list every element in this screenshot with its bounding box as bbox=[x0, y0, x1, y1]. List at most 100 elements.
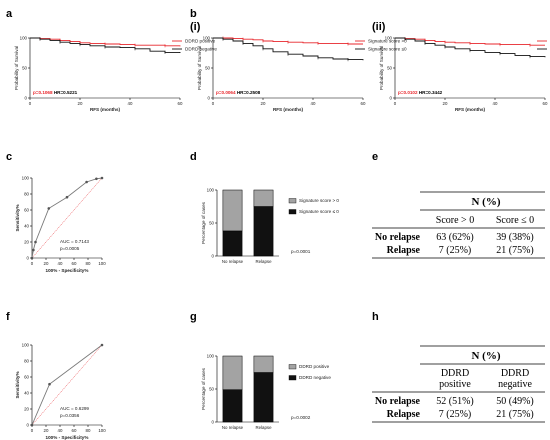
table-header-h: N (%) bbox=[471, 350, 500, 362]
roc-point-f bbox=[30, 423, 34, 427]
roc-point-f bbox=[48, 382, 51, 386]
x-tick-label-f: 40 bbox=[58, 428, 63, 433]
bar-g-0-1 bbox=[222, 355, 243, 390]
x-tick-label-bi: 40 bbox=[311, 101, 316, 106]
panel-label-b-ii: (ii) bbox=[372, 21, 386, 33]
stat-annotation-bii: p=0.0102 HR=0.3442 bbox=[398, 90, 443, 95]
table-row-label-h-0: No relapse bbox=[375, 396, 421, 407]
legend-swatch-d-1 bbox=[288, 209, 297, 215]
x-tick-label-a: 40 bbox=[128, 101, 133, 106]
y-axis-label-a: Probability of Survival bbox=[14, 46, 19, 90]
x-tick-label-c: 80 bbox=[86, 261, 91, 266]
panel-letter-c: c bbox=[6, 151, 12, 163]
y-tick-label-g: 0 bbox=[212, 420, 215, 425]
y-tick-label-g: 100 bbox=[207, 354, 215, 359]
x-tick-label-bii: 20 bbox=[443, 101, 448, 106]
panel-letter-a: a bbox=[6, 8, 13, 20]
table-column-h-0-1: positive bbox=[439, 379, 471, 390]
table-column-h-0-0: DDRD bbox=[441, 368, 469, 379]
y-tick-label-d: 100 bbox=[207, 188, 215, 193]
category-label-d: Relapse bbox=[255, 259, 272, 264]
x-tick-label-f: 100 bbox=[98, 428, 106, 433]
legend-label-d-0: Signature score > 0 bbox=[299, 198, 339, 203]
roc-point-c bbox=[85, 180, 88, 184]
y-tick-label-c: 20 bbox=[24, 240, 29, 245]
panel-letter-f: f bbox=[6, 311, 10, 323]
category-label-g: No relapse bbox=[222, 425, 244, 430]
legend-label-g-0: DDRD positive bbox=[299, 364, 330, 369]
y-axis-label-bi: Probability of Survival bbox=[197, 46, 202, 90]
category-label-g: Relapse bbox=[255, 425, 272, 430]
roc-point-c bbox=[34, 240, 37, 244]
table-cell-e-1-0: 7 (25%) bbox=[439, 245, 472, 256]
panel-label-b-i: (i) bbox=[190, 21, 201, 33]
table-cell-h-0-1: 50 (49%) bbox=[496, 396, 534, 407]
x-tick-label-bi: 0 bbox=[212, 101, 215, 106]
x-tick-label-c: 100 bbox=[98, 261, 106, 266]
roc-point-c bbox=[47, 207, 51, 210]
x-tick-label-c: 20 bbox=[44, 261, 49, 266]
panel-letter-g: g bbox=[190, 311, 197, 323]
y-tick-label-f: 20 bbox=[24, 407, 29, 412]
legend-swatch-g-0 bbox=[288, 364, 297, 370]
y-axis-label-d: Percentage of cases bbox=[201, 201, 206, 244]
y-tick-label-a: 100 bbox=[20, 36, 28, 41]
p-value-bi: p=0.0064 bbox=[216, 90, 236, 95]
table-cell-e-0-0: 63 (62%) bbox=[436, 232, 474, 243]
panel-letter-d: d bbox=[190, 151, 197, 163]
km-curve-a-1 bbox=[30, 37, 181, 53]
table-cell-e-1-1: 21 (75%) bbox=[496, 245, 534, 256]
x-tick-label-bi: 20 bbox=[261, 101, 266, 106]
y-tick-label-d: 50 bbox=[209, 221, 214, 226]
roc-point-c bbox=[100, 176, 104, 180]
x-tick-label-f: 80 bbox=[86, 428, 91, 433]
roc-point-c bbox=[65, 195, 69, 199]
chance-diagonal-c bbox=[31, 177, 103, 259]
km-curve-bi-1 bbox=[213, 37, 364, 61]
y-axis-label-bii: Probability of Survival bbox=[379, 46, 384, 90]
y-tick-label-f: 100 bbox=[22, 343, 30, 348]
hazard-ratio-bi: HR=0.2508 bbox=[236, 90, 261, 95]
p-value-bii: p=0.0102 bbox=[398, 90, 418, 95]
y-tick-label-f: 0 bbox=[27, 423, 30, 428]
panel-letter-b: b bbox=[190, 8, 197, 20]
bar-g-0-0 bbox=[222, 389, 243, 423]
table-cell-e-0-1: 39 (38%) bbox=[496, 232, 534, 243]
km-curve-bii-1 bbox=[395, 37, 546, 58]
x-axis-label-a: RFS (months) bbox=[90, 107, 121, 112]
x-tick-label-a: 0 bbox=[29, 101, 32, 106]
x-tick-label-f: 0 bbox=[31, 428, 34, 433]
legend-label-a-1: DDRD negative bbox=[185, 47, 217, 52]
y-tick-label-c: 0 bbox=[27, 256, 30, 261]
y-tick-label-bii: 100 bbox=[385, 36, 393, 41]
table-row-label-e-1: Relapse bbox=[387, 245, 421, 256]
x-axis-label-bii: RFS (months) bbox=[455, 107, 486, 112]
bar-g-1-1 bbox=[253, 355, 274, 373]
panel-letter-h: h bbox=[372, 311, 379, 323]
table-cell-h-1-1: 21 (75%) bbox=[496, 409, 534, 420]
legend-swatch-g-1 bbox=[288, 375, 297, 381]
y-tick-label-bii: 0 bbox=[390, 96, 393, 101]
y-tick-label-c: 80 bbox=[24, 192, 29, 197]
x-axis-label-c: 100% - Specificity% bbox=[46, 268, 89, 273]
y-tick-label-a: 0 bbox=[25, 96, 28, 101]
hazard-ratio-a: HR=0.5221 bbox=[53, 90, 78, 95]
y-tick-label-f: 60 bbox=[24, 375, 29, 380]
x-axis-label-f: 100% - Specificity% bbox=[46, 435, 89, 440]
roc-point-c bbox=[95, 177, 98, 181]
y-axis-label-f: Sensitivity% bbox=[15, 371, 20, 398]
x-tick-label-c: 60 bbox=[72, 261, 77, 266]
y-axis-label-g: Percentage of cases bbox=[201, 367, 206, 410]
y-tick-label-f: 40 bbox=[24, 391, 29, 396]
p-value-c: p=0.0005 bbox=[60, 246, 80, 251]
x-tick-label-a: 60 bbox=[178, 101, 183, 106]
roc-point-c bbox=[30, 256, 34, 260]
km-curve-bi-0 bbox=[213, 37, 363, 45]
chance-diagonal-f bbox=[31, 344, 103, 426]
y-axis-label-c: Sensitivity% bbox=[15, 204, 20, 231]
table-cell-h-0-0: 52 (51%) bbox=[436, 396, 474, 407]
x-tick-label-bii: 40 bbox=[493, 101, 498, 106]
category-label-d: No relapse bbox=[222, 259, 244, 264]
panel-letter-e: e bbox=[372, 151, 378, 163]
